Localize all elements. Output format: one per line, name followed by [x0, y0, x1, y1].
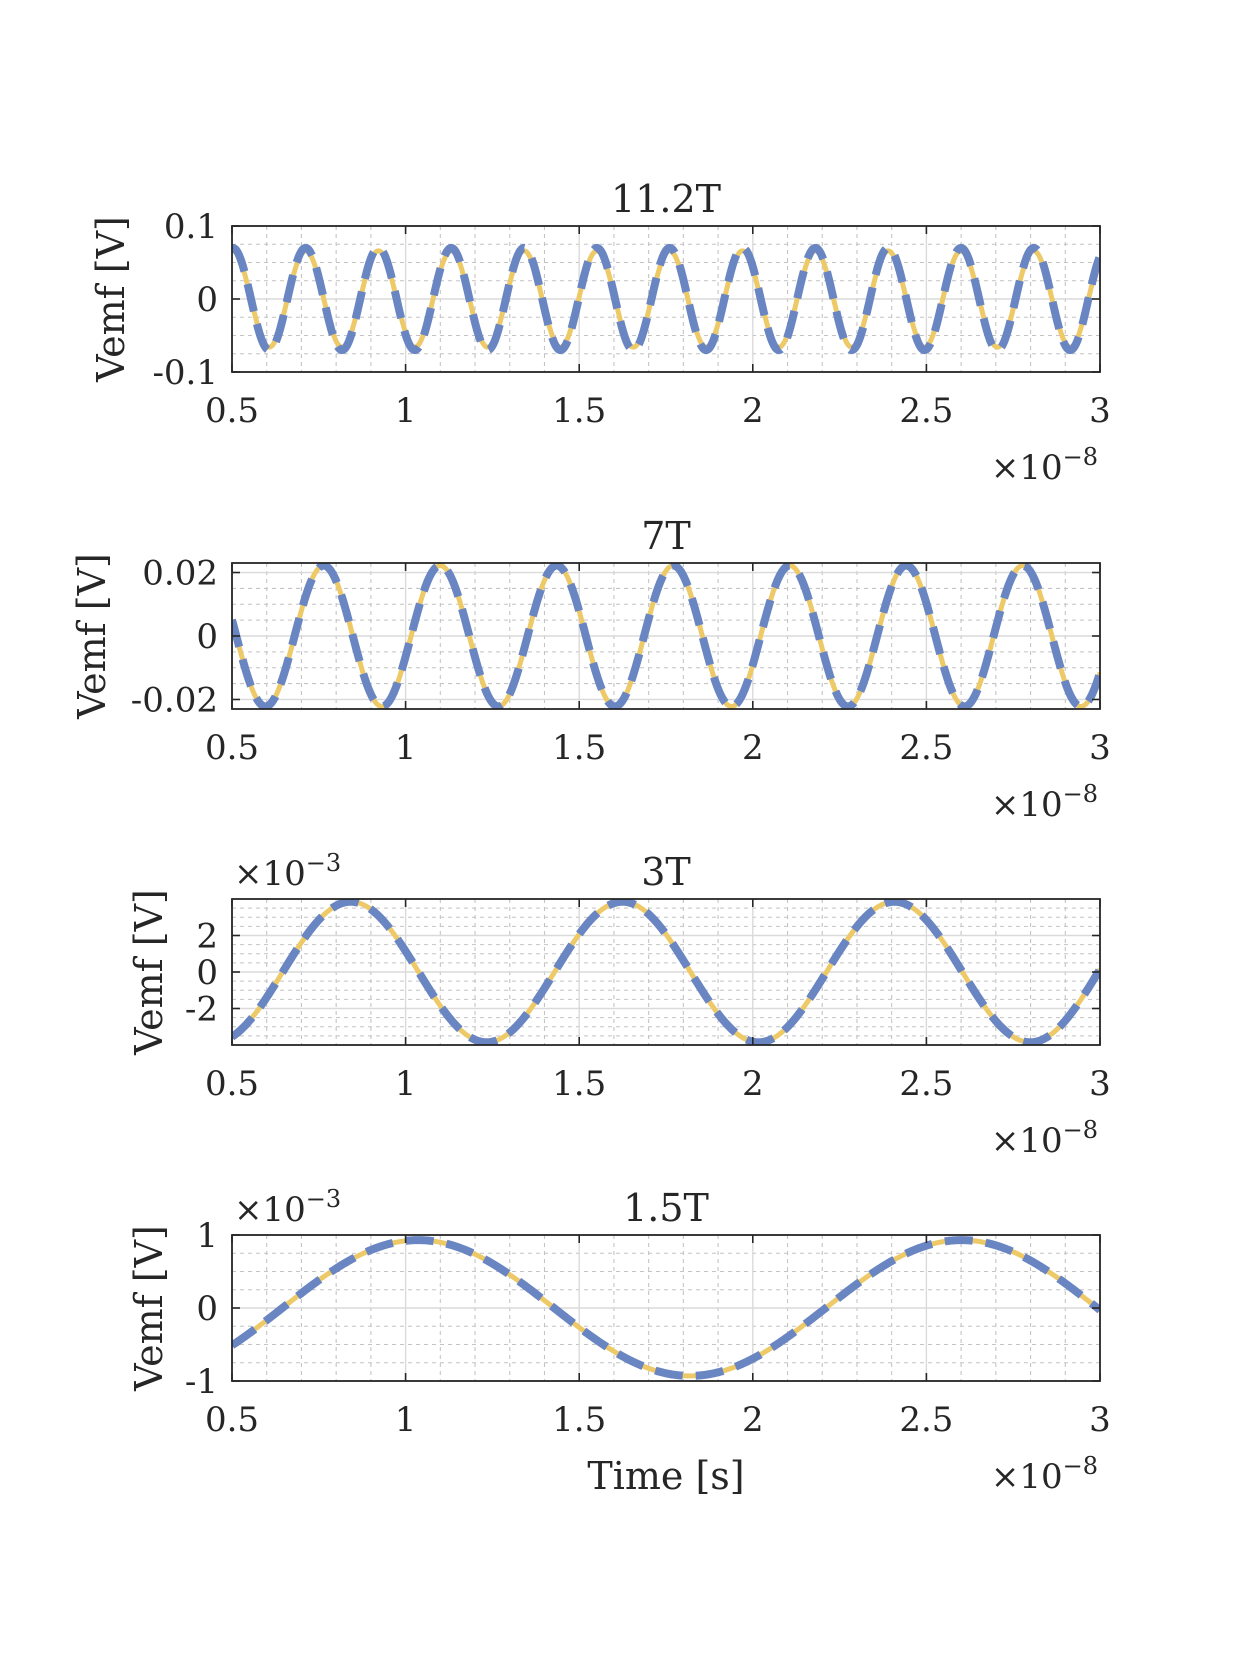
- x-tick-label: 2: [742, 728, 764, 768]
- subplot-2: 0.5 1 1.5 2 2.5 3 -0.02 0 0.02 7T Vemf [V] ×10−8: [70, 514, 1111, 825]
- x-tick-label: 1.5: [552, 391, 606, 431]
- y-axis-label: Vemf [V]: [89, 216, 133, 383]
- x-tick-label: 1: [395, 1064, 417, 1104]
- x-tick-label: 1: [395, 1400, 417, 1440]
- x-exponent-label: ×10−8: [991, 1452, 1098, 1497]
- x-tick-label: 3: [1089, 1400, 1111, 1440]
- y-axis-label: Vemf [V]: [70, 553, 114, 720]
- x-exponent-label: ×10−8: [991, 780, 1098, 825]
- x-tick-label: 3: [1089, 728, 1111, 768]
- subplot-title: 1.5T: [623, 1186, 709, 1230]
- x-tick-label: 1: [395, 391, 417, 431]
- x-tick-label: 0.5: [205, 1064, 259, 1104]
- y-tick-label: 0.1: [164, 207, 218, 247]
- subplot-4: 0.5 1 1.5 2 2.5 3 -1 0 1 1.5T Vemf [V] ×10−8 ×10−3 Ti…: [127, 1185, 1111, 1498]
- x-tick-label: 0.5: [205, 391, 259, 431]
- y-tick-label: -2: [185, 990, 218, 1030]
- y-tick-label: 2: [196, 917, 218, 957]
- y-exponent-label: ×10−3: [234, 1185, 341, 1230]
- x-tick-label: 3: [1089, 1064, 1111, 1104]
- y-tick-label: 0: [196, 617, 218, 657]
- x-exponent-label: ×10−8: [991, 443, 1098, 488]
- y-tick-label: -1: [185, 1362, 218, 1402]
- series-group: [232, 243, 1100, 355]
- y-tick-label: 0: [196, 953, 218, 993]
- x-tick-label: 3: [1089, 391, 1111, 431]
- x-tick-label: 0.5: [205, 728, 259, 768]
- subplot-1: 0.5 1 1.5 2 2.5 3 -0.1 0 0.1 11.2T Vemf [V] ×10−8: [89, 177, 1111, 488]
- x-axis-label: Time [s]: [587, 1454, 744, 1498]
- x-tick-label: 2: [742, 1400, 764, 1440]
- x-tick-label: 1.5: [552, 728, 606, 768]
- subplot-title: 3T: [641, 850, 691, 894]
- y-axis-label: Vemf [V]: [127, 1225, 171, 1392]
- x-tick-label: 1.5: [552, 1064, 606, 1104]
- y-tick-label: 0.02: [142, 554, 218, 594]
- series-line-dashed: [232, 243, 1100, 355]
- y-tick-label: -0.02: [131, 680, 218, 720]
- subplot-title: 7T: [641, 514, 691, 558]
- y-tick-label: 0: [196, 1289, 218, 1329]
- y-tick-label: 1: [196, 1216, 218, 1256]
- y-tick-label: 0: [196, 280, 218, 320]
- x-tick-label: 1: [395, 728, 417, 768]
- x-exponent-label: ×10−8: [991, 1116, 1098, 1161]
- series-group: [232, 899, 1100, 1045]
- x-tick-label: 2.5: [899, 1400, 953, 1440]
- series-line-dashed: [232, 899, 1100, 1045]
- series-group: [232, 563, 1100, 709]
- series-line-solid: [232, 563, 1100, 709]
- series-group: [232, 1236, 1100, 1380]
- x-tick-label: 0.5: [205, 1400, 259, 1440]
- x-tick-label: 1.5: [552, 1400, 606, 1440]
- y-exponent-label: ×10−3: [234, 849, 341, 894]
- subplot-title: 11.2T: [611, 177, 721, 221]
- x-tick-label: 2.5: [899, 728, 953, 768]
- series-line-dashed: [232, 1236, 1100, 1380]
- x-tick-label: 2: [742, 1064, 764, 1104]
- y-axis-label: Vemf [V]: [127, 889, 171, 1056]
- x-tick-label: 2.5: [899, 391, 953, 431]
- x-tick-label: 2: [742, 391, 764, 431]
- x-tick-label: 2.5: [899, 1064, 953, 1104]
- y-tick-label: -0.1: [152, 353, 218, 393]
